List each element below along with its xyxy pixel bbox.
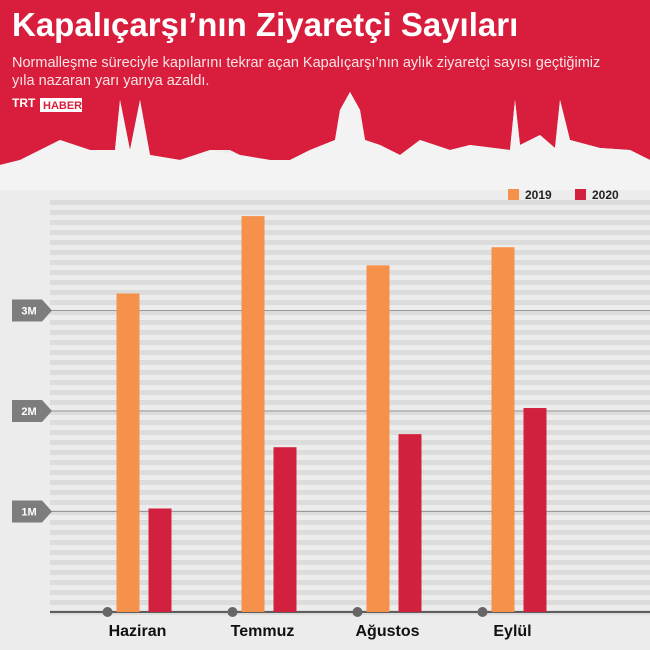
axis-dot (477, 607, 488, 617)
y-tick-label: 3M (21, 306, 36, 318)
axis-dot (102, 607, 113, 617)
stripe (50, 240, 650, 245)
stripe (50, 390, 650, 395)
stripe (50, 320, 650, 325)
stripe (50, 250, 650, 255)
skyline-base (0, 92, 650, 190)
stripe (50, 500, 650, 505)
bar (366, 265, 390, 612)
legend-swatch (575, 189, 586, 200)
stripe (50, 380, 650, 385)
tick-pin (12, 299, 52, 322)
stripe (50, 280, 650, 285)
stripe (50, 310, 650, 315)
brand-haber: HABER (43, 100, 82, 112)
x-tick-label: Temmuz (231, 623, 295, 640)
axis-dot (227, 607, 238, 617)
stripe (50, 260, 650, 265)
stripe (50, 300, 650, 305)
bar (273, 447, 297, 612)
stripe (50, 220, 650, 225)
legend-label: 2020 (592, 188, 619, 202)
x-tick-label: Ağustos (356, 623, 420, 640)
brand-box (40, 98, 82, 112)
stripe (50, 600, 650, 605)
stripe (50, 350, 650, 355)
stripe (50, 420, 650, 425)
brand-trt: TRT (12, 96, 36, 110)
stripe (50, 590, 650, 595)
bar (523, 408, 547, 612)
bar (148, 508, 172, 612)
x-tick-label: Haziran (109, 623, 167, 640)
stripe (50, 370, 650, 375)
stripe (50, 560, 650, 565)
stripe (50, 340, 650, 345)
chart-title: Kapalıçarşı’nın Ziyaretçi Sayıları (12, 6, 519, 43)
stripe (50, 210, 650, 215)
stripe (50, 510, 650, 515)
stripe (50, 430, 650, 435)
chart-subtitle: Normalleşme süreciyle kapılarını tekrar … (12, 55, 601, 89)
tick-pin (12, 400, 52, 423)
stripe (50, 330, 650, 335)
stripe (50, 550, 650, 555)
stripe (50, 540, 650, 545)
bar (116, 293, 140, 612)
stripe (50, 480, 650, 485)
y-tick-label: 1M (21, 507, 36, 519)
stripe (50, 530, 650, 535)
stripe (50, 570, 650, 575)
stripe (50, 200, 650, 205)
legend-swatch (508, 189, 519, 200)
stripe (50, 410, 650, 415)
stripe (50, 400, 650, 405)
stripe (50, 460, 650, 465)
stripe (50, 490, 650, 495)
stripe (50, 580, 650, 585)
header-bg (0, 0, 650, 165)
legend-label: 2019 (525, 188, 552, 202)
stripe (50, 230, 650, 235)
stripe (50, 270, 650, 275)
stripe (50, 450, 650, 455)
stripe (50, 290, 650, 295)
tick-pin (12, 500, 52, 523)
stripe (50, 360, 650, 365)
y-tick-label: 2M (21, 406, 36, 418)
x-tick-label: Eylül (493, 623, 531, 640)
stripe (50, 470, 650, 475)
bar (491, 247, 515, 612)
axis-dot (352, 607, 363, 617)
stripe (50, 440, 650, 445)
bar (398, 434, 422, 612)
stripe (50, 520, 650, 525)
bar (241, 216, 265, 613)
